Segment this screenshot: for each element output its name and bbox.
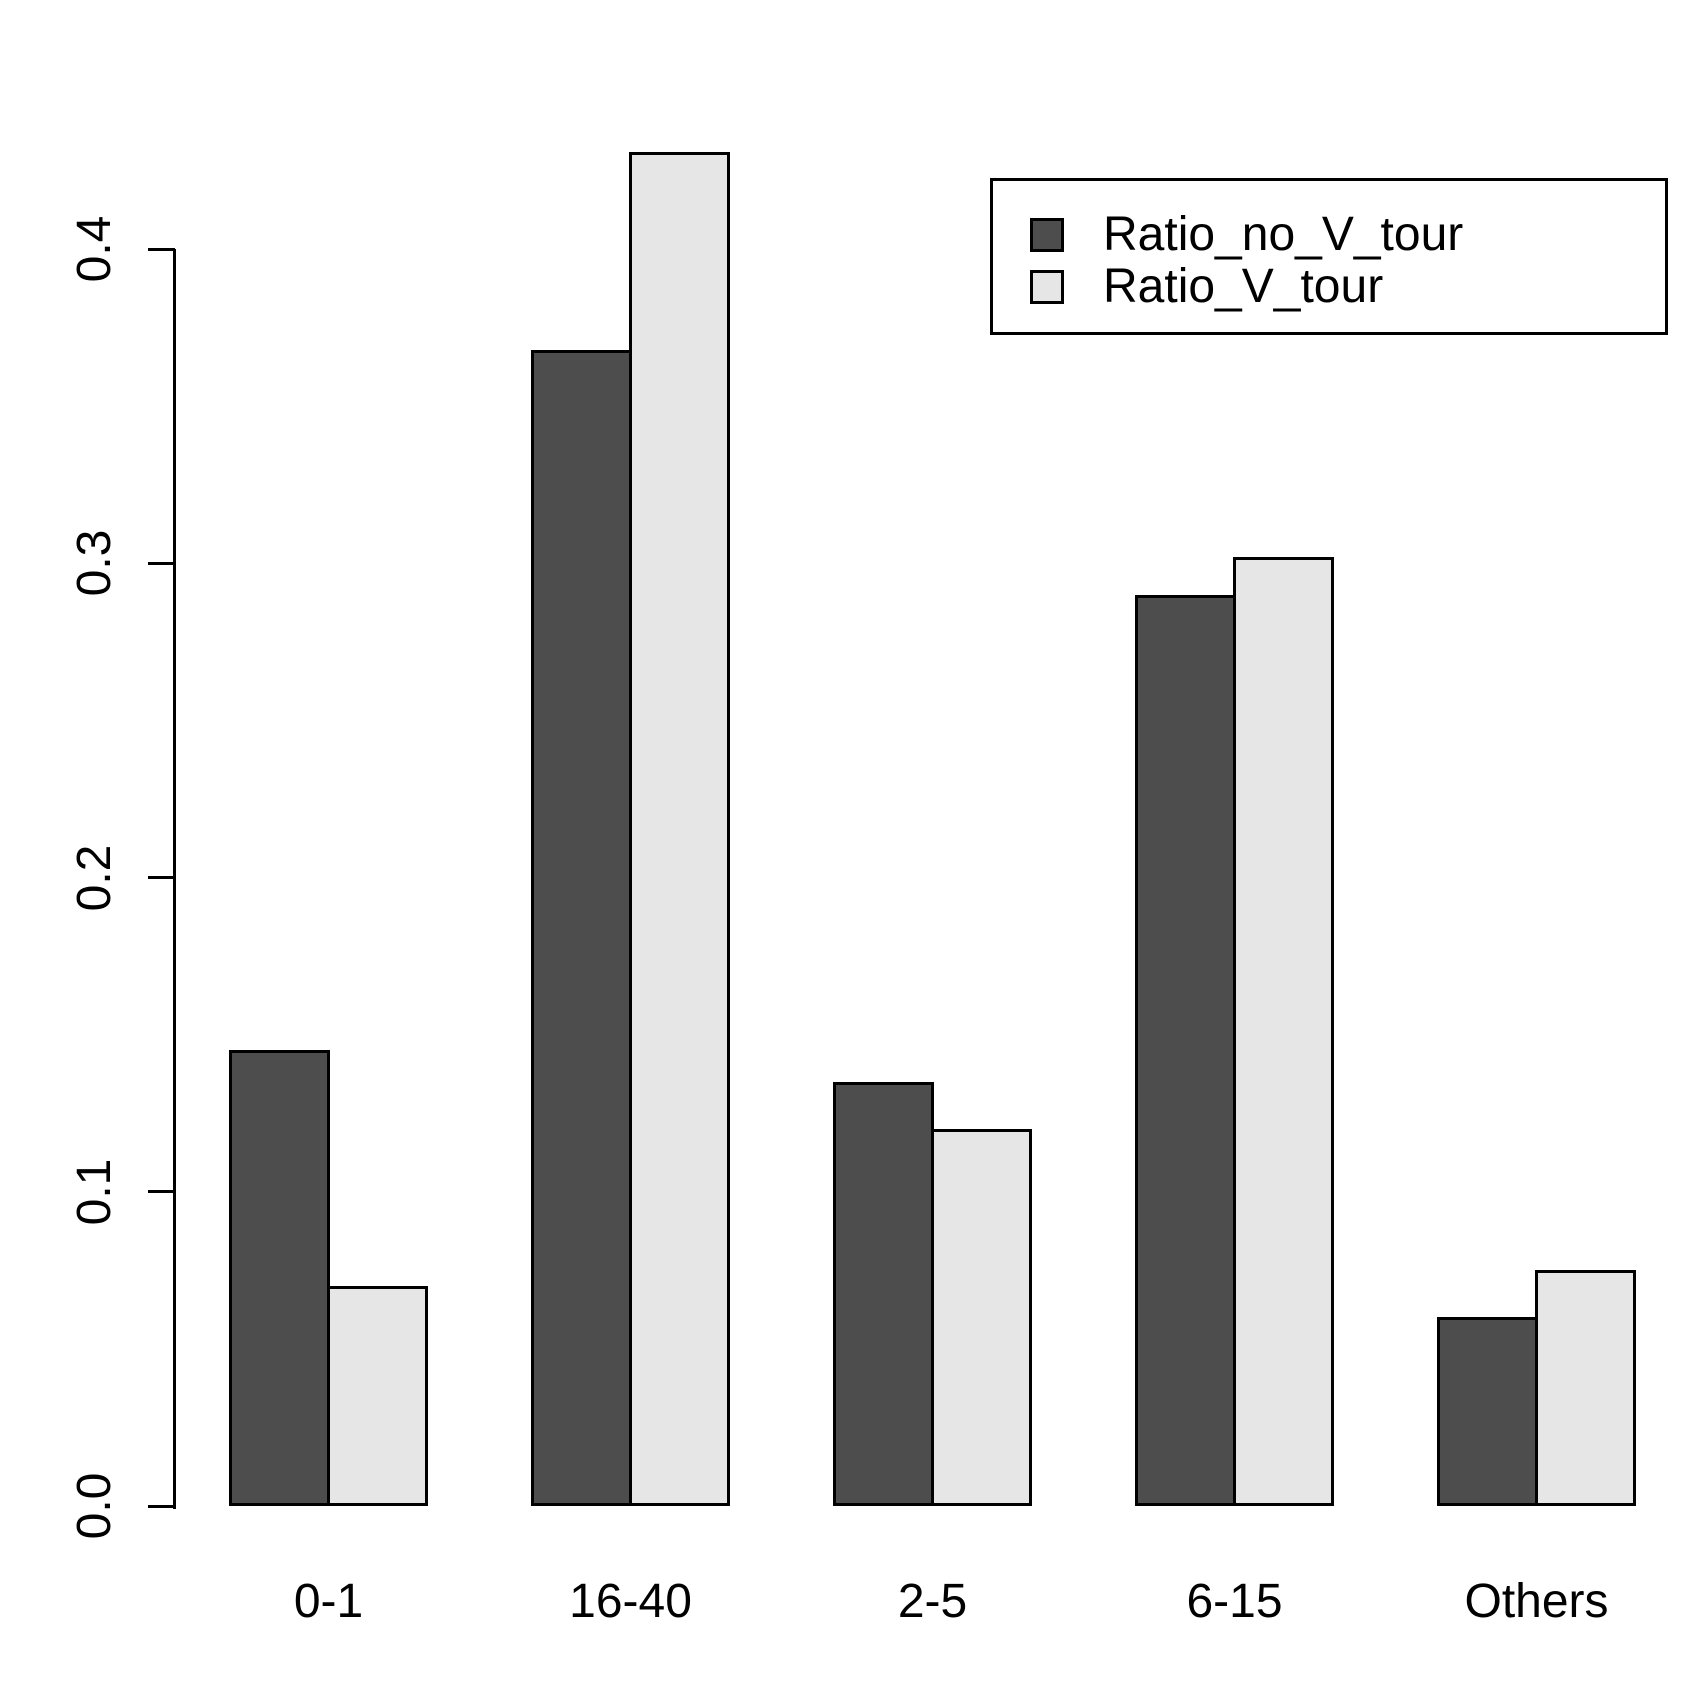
y-axis-line	[173, 249, 176, 1509]
bar-Ratio_no_V_tour-16-40	[531, 350, 632, 1506]
y-tick	[148, 247, 175, 251]
bar-Ratio_no_V_tour-6-15	[1135, 595, 1236, 1506]
legend-item-ratio-v-tour: Ratio_V_tour	[993, 261, 1665, 313]
legend-swatch-light	[1030, 270, 1064, 304]
y-tick-label: 0.0	[68, 1472, 121, 1540]
legend: Ratio_no_V_tour Ratio_V_tour	[990, 178, 1668, 335]
legend-item-ratio-no-v-tour: Ratio_no_V_tour	[993, 209, 1665, 261]
y-tick	[148, 561, 175, 565]
x-category-label-Others: Others	[1464, 1575, 1609, 1628]
legend-swatch-dark	[1030, 218, 1064, 252]
y-tick	[148, 1190, 175, 1194]
x-category-label-16-40: 16-40	[569, 1575, 692, 1628]
bar-Ratio_no_V_tour-Others	[1437, 1317, 1538, 1506]
bar-Ratio_V_tour-2-5	[931, 1129, 1032, 1506]
y-tick-label: 0.2	[68, 844, 121, 911]
bar-Ratio_no_V_tour-2-5	[833, 1082, 934, 1506]
bar-Ratio_no_V_tour-0-1	[229, 1050, 330, 1506]
x-category-label-0-1: 0-1	[293, 1575, 364, 1628]
x-category-label-6-15: 6-15	[1186, 1575, 1283, 1628]
bar-Ratio_V_tour-16-40	[629, 152, 730, 1506]
bar-Ratio_V_tour-Others	[1535, 1270, 1636, 1506]
bar-Ratio_V_tour-0-1	[327, 1286, 428, 1506]
y-tick-label: 0.1	[68, 1158, 121, 1226]
legend-label: Ratio_no_V_tour	[1103, 208, 1464, 261]
y-tick	[148, 876, 175, 879]
y-tick-label: 0.4	[68, 215, 121, 283]
y-tick-label: 0.3	[68, 529, 121, 597]
x-category-label-2-5: 2-5	[897, 1575, 968, 1628]
y-tick	[148, 1504, 175, 1508]
legend-label: Ratio_V_tour	[1103, 260, 1384, 313]
bar-Ratio_V_tour-6-15	[1233, 557, 1334, 1506]
